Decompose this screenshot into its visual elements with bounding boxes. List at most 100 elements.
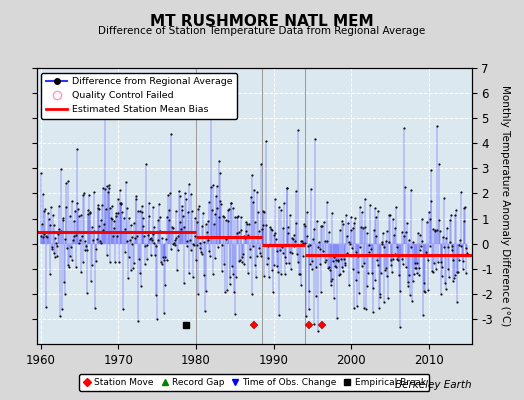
- Point: [326, 267, 334, 273]
- Point: [344, 239, 353, 246]
- Point: [401, 264, 410, 270]
- Point: [225, 206, 233, 212]
- Point: [303, 209, 311, 216]
- Point: [160, 310, 168, 317]
- Point: [242, 219, 250, 226]
- Point: [409, 277, 417, 284]
- Point: [188, 208, 196, 214]
- Point: [406, 292, 414, 299]
- Point: [248, 172, 256, 178]
- Point: [38, 221, 46, 227]
- Point: [238, 259, 246, 266]
- Point: [278, 243, 286, 250]
- Point: [172, 208, 180, 214]
- Point: [139, 215, 147, 221]
- Point: [250, 262, 259, 268]
- Point: [125, 215, 134, 222]
- Point: [322, 257, 330, 263]
- Point: [417, 242, 425, 249]
- Point: [128, 241, 137, 247]
- Point: [64, 262, 73, 268]
- Point: [429, 269, 437, 275]
- Point: [124, 253, 133, 260]
- Point: [40, 207, 49, 214]
- Point: [192, 257, 200, 263]
- Point: [247, 194, 255, 200]
- Point: [272, 236, 280, 242]
- Point: [302, 233, 311, 240]
- Point: [174, 247, 182, 253]
- Point: [429, 226, 438, 232]
- Point: [49, 212, 57, 218]
- Point: [403, 283, 412, 289]
- Point: [92, 246, 101, 252]
- Point: [151, 252, 159, 258]
- Point: [289, 242, 298, 249]
- Point: [115, 187, 124, 193]
- Point: [354, 253, 362, 260]
- Point: [76, 236, 84, 243]
- Point: [324, 264, 333, 270]
- Point: [236, 256, 244, 263]
- Point: [339, 268, 347, 274]
- Point: [392, 256, 401, 263]
- Point: [214, 213, 223, 220]
- Point: [438, 263, 446, 270]
- Point: [47, 204, 55, 210]
- Point: [106, 205, 114, 211]
- Point: [453, 268, 461, 275]
- Point: [194, 206, 203, 212]
- Point: [98, 202, 106, 208]
- Point: [108, 215, 117, 222]
- Point: [369, 227, 378, 233]
- Point: [313, 218, 321, 224]
- Point: [321, 259, 330, 266]
- Point: [140, 232, 148, 239]
- Point: [415, 272, 423, 278]
- Point: [256, 250, 264, 256]
- Point: [383, 228, 391, 234]
- Point: [243, 221, 251, 227]
- Point: [104, 188, 112, 195]
- Point: [260, 209, 268, 216]
- Point: [460, 218, 468, 224]
- Point: [280, 200, 288, 206]
- Point: [457, 243, 465, 249]
- Point: [167, 131, 175, 138]
- Point: [104, 182, 113, 188]
- Point: [192, 219, 201, 226]
- Point: [233, 230, 241, 236]
- Point: [368, 308, 377, 315]
- Point: [217, 268, 226, 274]
- Point: [300, 222, 309, 229]
- Point: [79, 192, 87, 198]
- Point: [258, 226, 266, 232]
- Point: [434, 217, 443, 224]
- Point: [263, 261, 271, 268]
- Point: [411, 260, 420, 266]
- Point: [68, 198, 76, 204]
- Point: [95, 206, 103, 212]
- Point: [137, 208, 146, 215]
- Point: [379, 230, 387, 236]
- Point: [36, 233, 45, 240]
- Point: [433, 227, 442, 234]
- Point: [205, 199, 214, 205]
- Point: [376, 293, 384, 300]
- Point: [191, 215, 200, 222]
- Point: [343, 250, 351, 256]
- Point: [416, 232, 424, 238]
- Point: [444, 266, 453, 273]
- Point: [111, 259, 119, 265]
- Point: [200, 238, 208, 245]
- Point: [382, 238, 390, 244]
- Point: [233, 214, 242, 220]
- Point: [387, 261, 395, 268]
- Point: [206, 184, 215, 190]
- Point: [93, 202, 102, 208]
- Point: [456, 236, 464, 243]
- Point: [176, 192, 184, 199]
- Point: [203, 229, 211, 235]
- Point: [189, 274, 198, 280]
- Point: [372, 233, 380, 239]
